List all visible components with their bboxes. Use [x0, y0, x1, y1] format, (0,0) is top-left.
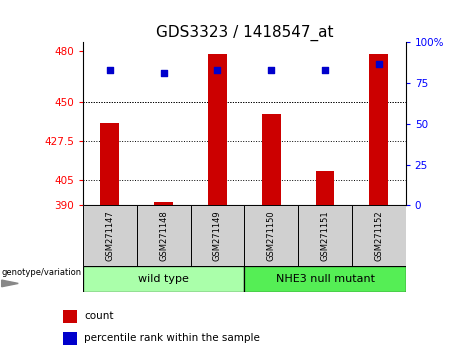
Text: wild type: wild type — [138, 274, 189, 284]
Bar — [298, 205, 352, 266]
Polygon shape — [2, 280, 18, 287]
Bar — [100, 123, 119, 205]
Bar — [137, 205, 190, 266]
Bar — [208, 55, 227, 205]
Text: GSM271150: GSM271150 — [267, 210, 276, 261]
Text: count: count — [84, 312, 113, 321]
Text: genotype/variation: genotype/variation — [2, 268, 82, 276]
Bar — [154, 202, 173, 205]
Title: GDS3323 / 1418547_at: GDS3323 / 1418547_at — [155, 25, 333, 41]
Bar — [64, 332, 77, 345]
Bar — [190, 205, 244, 266]
Point — [267, 67, 275, 73]
Text: GSM271152: GSM271152 — [374, 210, 383, 261]
Point — [321, 67, 329, 73]
Text: percentile rank within the sample: percentile rank within the sample — [84, 333, 260, 343]
Text: GSM271147: GSM271147 — [106, 210, 114, 261]
Text: NHE3 null mutant: NHE3 null mutant — [276, 274, 374, 284]
Bar — [262, 114, 281, 205]
Text: GSM271151: GSM271151 — [320, 210, 330, 261]
Text: GSM271148: GSM271148 — [159, 210, 168, 261]
Point — [375, 61, 383, 67]
Bar — [244, 205, 298, 266]
Bar — [244, 266, 406, 292]
Point — [160, 70, 167, 76]
Bar — [352, 205, 406, 266]
Bar — [83, 266, 244, 292]
Bar — [64, 310, 77, 323]
Point — [214, 67, 221, 73]
Point — [106, 67, 113, 73]
Bar — [369, 55, 388, 205]
Bar — [316, 171, 334, 205]
Bar — [83, 205, 137, 266]
Text: GSM271149: GSM271149 — [213, 210, 222, 261]
